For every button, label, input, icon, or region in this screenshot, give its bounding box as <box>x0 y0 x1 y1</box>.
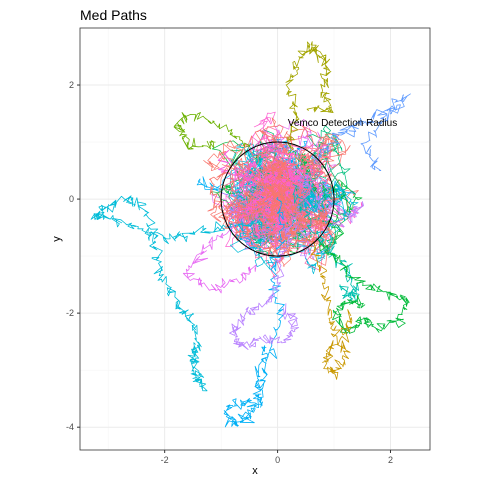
y-axis-label: y <box>51 236 63 242</box>
panel-border <box>79 27 431 451</box>
y-tick-label: -2 <box>66 308 74 318</box>
x-tick-label: -2 <box>161 455 169 465</box>
y-tick-label: -4 <box>66 422 74 432</box>
detection-radius-circle <box>220 141 335 257</box>
cloud-path <box>203 117 336 267</box>
annotation-label: Vemco Detection Radius <box>288 118 398 129</box>
path-series <box>182 224 257 294</box>
chart-title: Med Paths <box>80 7 147 23</box>
path-series <box>90 195 263 392</box>
path-series <box>310 241 353 380</box>
x-tick-label: 0 <box>275 455 280 465</box>
path-series <box>173 112 251 150</box>
x-tick-label: 2 <box>388 455 393 465</box>
path-series <box>209 147 340 257</box>
x-axis-ticks: -2 0 2 <box>161 450 393 465</box>
path-series <box>311 93 411 171</box>
x-axis-label: x <box>252 465 258 477</box>
path-series <box>285 41 334 155</box>
paths-layer <box>90 41 411 428</box>
path-series <box>229 224 299 350</box>
marks-layer: Vemco Detection Radius <box>220 118 398 257</box>
path-series <box>315 238 410 335</box>
y-tick-label: 2 <box>69 80 74 90</box>
y-tick-label: 0 <box>69 194 74 204</box>
y-axis-ticks: 2 0 -2 -4 <box>66 80 80 432</box>
path-series <box>223 197 286 428</box>
